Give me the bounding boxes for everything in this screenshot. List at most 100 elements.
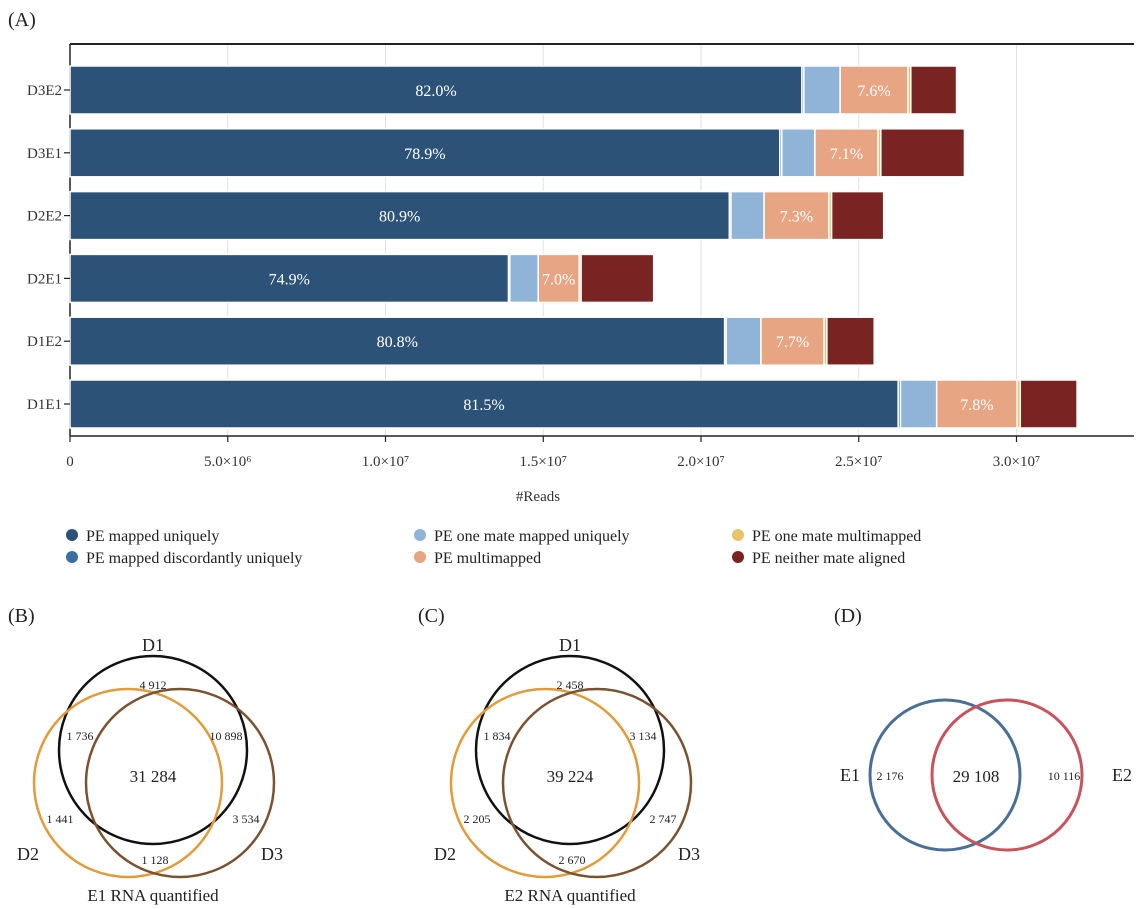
venn-c-d1-only: 2 458 [557,678,584,692]
legend-marker [732,551,744,563]
venn-diagram-d: E1 E2 2 176 29 108 10 116 [840,698,1132,852]
x-tick-label: 2.0×10⁷ [677,454,724,470]
bar-segment [730,190,765,241]
x-tick-label: 2.5×10⁷ [835,454,882,470]
venn-diagram-b: D1 D2 D3 4 912 1 736 10 898 31 284 1 441… [17,635,283,905]
venn-diagram-c: D1 D2 D3 2 458 1 834 3 134 39 224 2 205 … [434,635,700,905]
x-tick-label: 1.5×10⁷ [520,454,567,470]
bar-segment [830,190,885,241]
venn-d-e1-only: 2 176 [877,769,904,783]
venn-b-circle-d2 [32,687,224,879]
legend-marker [732,529,744,541]
x-tick-label: 0 [66,454,74,470]
venn-c-d2-d3: 2 670 [559,853,586,867]
venn-d-label-e1: E1 [840,765,860,785]
venn-b-d3-only: 3 534 [233,812,260,826]
bar-chart: 82.0% 7.6% 78.9% 7.1% 80.9% 7.3% 74.9% 7.0% 80.8… [27,43,1134,567]
bar-value-label: 7.6% [857,83,890,100]
venn-c-d3-only: 2 747 [650,812,677,826]
venn-b-d2-d3: 1 128 [142,853,169,867]
panel-label-b: (B) [8,605,35,627]
legend-label: PE mapped uniquely [86,528,219,545]
bar-segment [839,65,909,115]
bar-segment [760,316,825,366]
legend-label: PE mapped discordantly uniquely [86,550,302,567]
category-label: D1E1 [27,397,62,413]
bar-segment [537,253,580,304]
panel-label-d: (D) [834,605,862,627]
x-axis-title: #Reads [516,489,560,505]
venn-c-label-d1: D1 [559,635,581,655]
venn-b-d1-d3: 10 898 [210,729,243,743]
venn-c-circle-d1 [474,654,666,846]
legend-marker [414,529,426,541]
bar-segment [803,65,841,115]
venn-d-label-e2: E2 [1112,765,1132,785]
category-label: D3E1 [27,146,62,162]
bar-segment [725,316,762,366]
venn-c-d1-d2: 1 834 [484,729,511,743]
venn-b-d1-only: 4 912 [140,678,167,692]
bar-segment [763,190,830,241]
legend-marker [414,551,426,563]
legend-label: PE one mate multimapped [752,528,921,545]
category-label: D2E2 [27,209,62,225]
bar-value-label: 7.7% [776,334,809,351]
bar-segment [935,379,1018,429]
bar-segment [1019,379,1078,429]
x-tick-label: 5.0×10⁶ [204,454,251,470]
bar-segment [910,65,958,115]
category-label: D3E2 [27,83,62,99]
category-label: D1E2 [27,334,62,350]
bar-segment [781,128,816,178]
bar-value-label: 80.9% [379,209,420,226]
bar-value-label: 80.8% [377,334,418,351]
bar-segment [880,128,966,178]
venn-d-e2-only: 10 116 [1048,769,1081,783]
venn-c-caption: E2 RNA quantified [504,886,636,905]
category-label: D2E1 [27,271,62,287]
legend-marker [66,529,78,541]
venn-b-label-d1: D1 [142,635,164,655]
venn-c-d2-only: 2 205 [464,812,491,826]
bar-value-label: 7.3% [780,209,813,226]
venn-c-all: 39 224 [547,767,594,786]
bar-segment [69,253,510,304]
legend-label: PE neither mate aligned [752,550,905,567]
venn-c-circle-d2 [449,687,641,879]
legend-label: PE one mate mapped uniquely [434,528,630,545]
x-tick-label: 1.0×10⁷ [362,454,409,470]
venn-c-label-d2: D2 [434,844,456,864]
category-labels: D3E2 D3E1 D2E2 D2E1 D1E2 D1E1 [27,83,70,413]
legend-label: PE multimapped [434,550,541,567]
venn-d-both: 29 108 [953,767,1000,786]
venn-b-circle-d1 [57,654,249,846]
venn-d-circle-e1 [868,698,1022,852]
bar-segment [826,316,875,366]
venn-b-caption: E1 RNA quantified [87,886,219,905]
venn-b-label-d2: D2 [17,844,39,864]
venn-b-all: 31 284 [130,767,177,786]
legend-marker [66,551,78,563]
venn-b-label-d3: D3 [261,844,283,864]
bar-value-label: 78.9% [404,146,445,163]
venn-b-circle-d3 [84,687,276,879]
bar-value-label: 74.9% [269,271,310,288]
venn-c-d1-d3: 3 134 [630,729,657,743]
venn-b-d1-d2: 1 736 [67,729,94,743]
panel-label-a: (A) [8,9,36,31]
legend: PE mapped uniquely PE mapped discordantly… [66,528,921,567]
bar-value-label: 7.1% [830,146,863,163]
bars: 82.0% 7.6% 78.9% 7.1% 80.9% 7.3% 74.9% 7.0% 80.8… [69,65,1078,429]
venn-b-d2-only: 1 441 [47,812,74,826]
venn-c-label-d3: D3 [678,844,700,864]
panel-label-c: (C) [418,605,445,627]
bar-value-label: 81.5% [463,397,504,414]
bar-value-label: 7.8% [960,397,993,414]
x-tick-labels: 0 5.0×10⁶ 1.0×10⁷ 1.5×10⁷ 2.0×10⁷ 2.5×10⁷ 3.0×… [66,436,1040,470]
bar-segment [509,253,539,304]
bar-value-label: 82.0% [415,83,456,100]
x-tick-label: 3.0×10⁷ [993,454,1040,470]
bar-segment [899,379,938,429]
